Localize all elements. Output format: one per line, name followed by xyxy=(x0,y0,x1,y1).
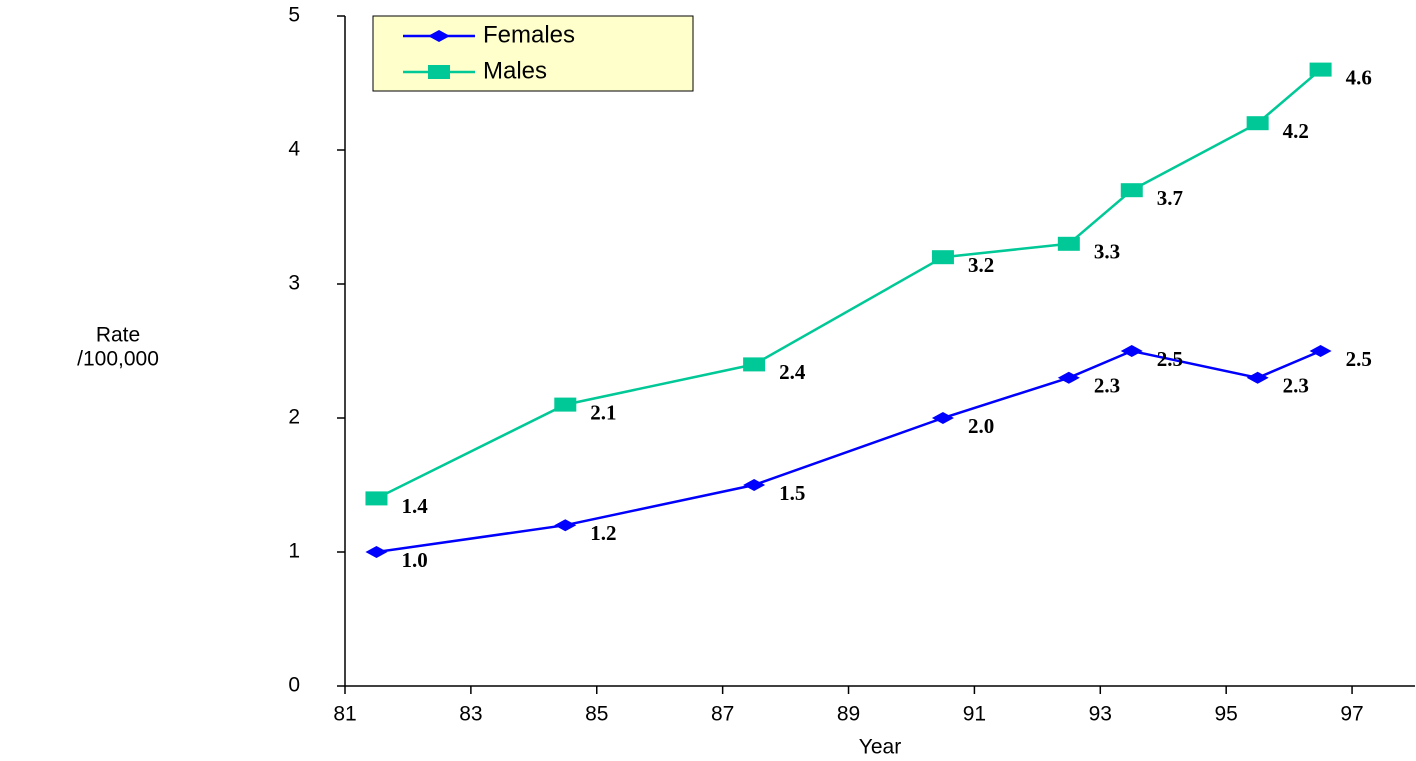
legend-marker xyxy=(428,30,450,42)
marker xyxy=(1246,116,1269,131)
data-label: 3.3 xyxy=(1094,240,1120,264)
marker xyxy=(743,357,766,372)
x-tick-label: 81 xyxy=(333,703,356,726)
data-label: 4.6 xyxy=(1346,65,1372,89)
data-label: 4.2 xyxy=(1283,119,1309,143)
marker xyxy=(931,250,954,265)
legend-label: Females xyxy=(483,21,575,48)
data-label: 2.1 xyxy=(590,400,616,424)
marker xyxy=(1120,345,1143,357)
x-tick-label: 83 xyxy=(459,703,482,726)
data-label: 1.2 xyxy=(590,521,616,545)
y-tick-label: 0 xyxy=(288,674,300,697)
data-label: 2.5 xyxy=(1346,347,1372,371)
legend-box xyxy=(372,15,694,92)
marker xyxy=(365,546,388,558)
x-tick-label: 97 xyxy=(1340,703,1363,726)
marker xyxy=(554,519,577,532)
x-tick-label: 91 xyxy=(963,703,986,726)
data-label: 1.0 xyxy=(401,548,427,572)
data-label: 3.7 xyxy=(1157,186,1183,210)
data-label: 1.4 xyxy=(401,494,428,518)
marker xyxy=(1057,371,1080,384)
y-tick-label: 5 xyxy=(288,4,300,27)
y-axis-label: Rate xyxy=(96,324,140,347)
data-label: 2.0 xyxy=(968,414,994,438)
x-tick-label: 95 xyxy=(1214,703,1237,726)
x-tick-label: 87 xyxy=(711,703,734,726)
marker xyxy=(1057,236,1080,251)
marker xyxy=(554,397,577,412)
marker xyxy=(1309,62,1332,77)
marker xyxy=(365,491,388,506)
legend-marker xyxy=(428,65,450,79)
y-tick-label: 3 xyxy=(288,272,300,295)
data-label: 2.3 xyxy=(1094,374,1120,398)
y-axis-label: /100,000 xyxy=(77,348,159,371)
marker xyxy=(1309,345,1332,357)
line xyxy=(376,349,1322,554)
marker xyxy=(1246,371,1269,384)
data-label: 3.2 xyxy=(968,253,994,277)
x-tick-label: 93 xyxy=(1089,703,1112,726)
x-tick-label: 89 xyxy=(837,703,860,726)
data-label: 1.5 xyxy=(779,481,805,505)
x-axis-label: Year xyxy=(859,736,901,759)
data-label: 2.4 xyxy=(779,360,806,384)
x-tick-label: 85 xyxy=(585,703,608,726)
marker xyxy=(931,412,954,424)
data-label: 2.5 xyxy=(1157,347,1183,371)
marker xyxy=(1120,183,1143,198)
y-tick-label: 1 xyxy=(288,540,300,563)
marker xyxy=(743,479,766,491)
y-tick-label: 2 xyxy=(288,406,300,429)
y-tick-label: 4 xyxy=(288,138,300,161)
line xyxy=(375,68,1322,500)
legend-label: Males xyxy=(483,57,547,84)
data-label: 2.3 xyxy=(1283,374,1309,398)
